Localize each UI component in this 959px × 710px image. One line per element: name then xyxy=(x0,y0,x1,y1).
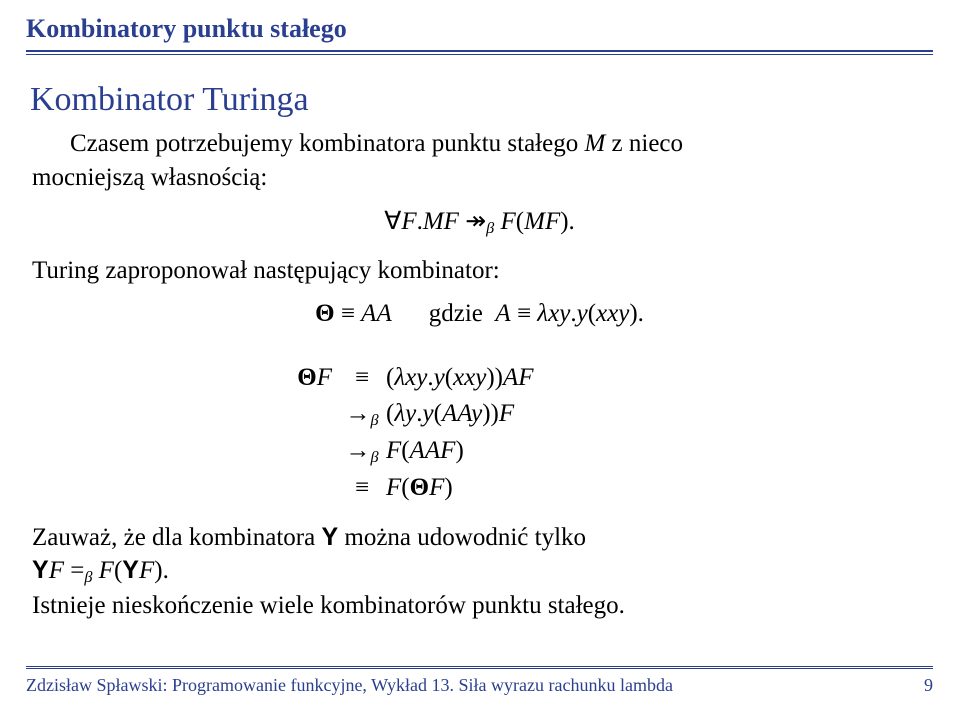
p4-beta: β xyxy=(84,568,92,586)
d3-open: ( xyxy=(401,437,409,464)
eq1-lpar: ( xyxy=(516,208,524,235)
paragraph-3: Zauważ, że dla kombinatora Y można udowo… xyxy=(32,521,927,555)
derivation-block: ΘF ≡ (λxy.y(xxy))AF →β (λy.y(AAy))F →β F… xyxy=(262,359,534,507)
eq1-dot2: . xyxy=(569,208,575,235)
d4-open: ( xyxy=(401,474,409,501)
paragraph-1-line1: Czasem potrzebujemy kombinatora punktu s… xyxy=(32,127,927,161)
eq1-F1: F xyxy=(401,208,416,235)
p4-Y1: Y xyxy=(32,556,49,584)
header-rule-thin xyxy=(26,54,933,55)
eq1-rpar: ) xyxy=(560,208,568,235)
d3-close: ) xyxy=(455,437,463,464)
d2-close2: ) xyxy=(482,400,490,427)
eq1-M2: M xyxy=(524,208,545,235)
header-rule-thick xyxy=(26,50,933,52)
footer-rule-1 xyxy=(26,666,933,667)
eq2-xy: xy xyxy=(548,300,570,327)
d2-open2: ( xyxy=(434,400,442,427)
eq2-lam: λ xyxy=(537,300,548,327)
p4-eq: = xyxy=(70,557,84,584)
d2-beta: β xyxy=(370,411,378,429)
p3a-text: Zauważ, że dla kombinatora xyxy=(32,524,321,551)
p1b-text: z nieco xyxy=(605,130,683,157)
d1-close2: ) xyxy=(486,364,494,391)
equation-2: Θ ≡ AA gdzie A ≡ λxy.y(xxy). xyxy=(32,297,927,331)
deriv-row-3: →β F(AAF) xyxy=(262,434,534,469)
footer-left: Zdzisław Spławski: Programowanie funkcyj… xyxy=(26,675,673,696)
eq2-lpar: ( xyxy=(588,300,596,327)
d2-y: y xyxy=(423,400,434,427)
d2-arrow: → xyxy=(345,400,370,427)
eq2-y: y xyxy=(577,300,588,327)
p4-dot: . xyxy=(163,557,169,584)
eq2-equiv: ≡ xyxy=(335,300,362,327)
y-combinator-1: Y xyxy=(321,523,338,551)
var-M: M xyxy=(584,130,605,157)
d4-F: F xyxy=(386,474,401,501)
p4-F2: F xyxy=(99,557,114,584)
d1-y: y xyxy=(434,364,445,391)
eq1-M: M xyxy=(423,208,444,235)
slide-title: Kombinator Turinga xyxy=(30,81,929,119)
eq2-equiv2: ≡ xyxy=(511,300,538,327)
eq2-xxy: xxy xyxy=(596,300,629,327)
forall-symbol: ∀ xyxy=(384,208,401,235)
equation-1: ∀F.MF ↠β F(MF). xyxy=(32,205,927,240)
p4-F3: F xyxy=(139,557,154,584)
d1-AF: AF xyxy=(503,364,534,391)
eq2-AA: AA xyxy=(361,300,391,327)
deriv-row-4: ≡ F(ΘF) xyxy=(262,471,534,505)
paragraph-5: Istnieje nieskończenie wiele kombinatoró… xyxy=(32,589,927,623)
eq2-A: A xyxy=(495,300,510,327)
paragraph-2: Turing zaproponował następujący kombinat… xyxy=(32,254,927,288)
d2-AAy: AAy xyxy=(442,400,482,427)
deriv-row-1: ΘF ≡ (λxy.y(xxy))AF xyxy=(262,361,534,395)
eq1-beta: β xyxy=(486,219,494,237)
eq2-rpar: ) xyxy=(629,300,637,327)
eq1-F4: F xyxy=(545,208,560,235)
eq2-Theta: Θ xyxy=(315,300,334,327)
footer-rule-2 xyxy=(26,668,933,669)
d1-F: F xyxy=(317,364,332,391)
d1-op: ≡ xyxy=(338,361,386,395)
eq1-F2: F xyxy=(444,208,459,235)
d1-close: ) xyxy=(495,364,503,391)
p4-rpar: ) xyxy=(154,557,162,584)
d4-op: ≡ xyxy=(338,471,386,505)
d3-arrow: → xyxy=(345,437,370,464)
paragraph-1-line2: mocniejszą własnością: xyxy=(32,161,927,195)
d2-close: ) xyxy=(491,400,499,427)
d2-lam: λy xyxy=(394,400,416,427)
p4-F1: F xyxy=(49,557,64,584)
eq1-F3: F xyxy=(501,208,516,235)
footer-page-number: 9 xyxy=(924,675,933,696)
d3-beta: β xyxy=(370,448,378,466)
slide-footer: Zdzisław Spławski: Programowanie funkcyj… xyxy=(26,666,933,696)
eq1-arrow: ↠ xyxy=(465,208,486,235)
d1-Theta: Θ xyxy=(297,364,316,391)
eq2-gdzie: gdzie xyxy=(429,300,483,327)
d1-xxy: xxy xyxy=(453,364,486,391)
d2-F: F xyxy=(499,400,514,427)
p1a-text: Czasem potrzebujemy kombinatora punktu s… xyxy=(70,130,584,157)
eq2-dot2: . xyxy=(638,300,644,327)
d3-F: F xyxy=(386,437,401,464)
d4-ThF: F xyxy=(429,474,444,501)
p4-Y2: Y xyxy=(122,556,139,584)
d1-lam: λxy xyxy=(394,364,427,391)
deriv-row-2: →β (λy.y(AAy))F xyxy=(262,397,534,432)
d1-open2: ( xyxy=(445,364,453,391)
d3-AAF: AAF xyxy=(410,437,456,464)
d4-close: ) xyxy=(444,474,452,501)
paragraph-4-eq: YF =β F(YF). xyxy=(32,554,927,589)
p3b-text: można udowodnić tylko xyxy=(338,524,586,551)
d4-Theta: Θ xyxy=(410,474,429,501)
slide-header: Kombinatory punktu stałego xyxy=(26,14,933,44)
